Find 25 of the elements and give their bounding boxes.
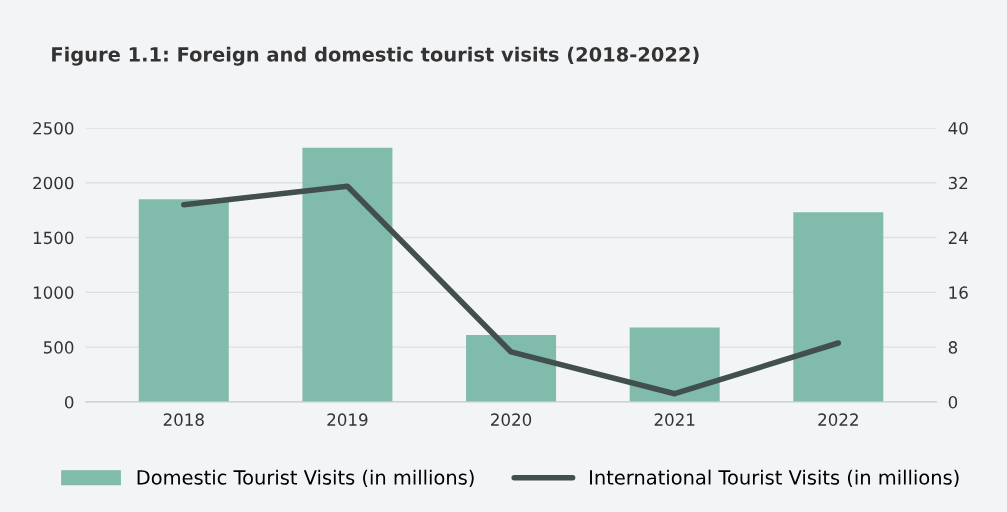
x-tick-label: 2021 — [654, 413, 695, 426]
y-tick-label: 1000 — [33, 286, 74, 299]
y2-tick-label: 8 — [948, 341, 958, 354]
legend-label: International Tourist Visits (in millions) — [590, 469, 959, 488]
bar — [138, 199, 229, 402]
y-tick-label: 2000 — [33, 176, 74, 190]
y-tick-label: 500 — [43, 341, 74, 354]
x-tick-label: 2022 — [818, 413, 858, 426]
bar — [302, 147, 393, 402]
y-tick-label: 0 — [64, 395, 74, 409]
bar — [629, 327, 720, 402]
y2-tick-label: 40 — [948, 121, 968, 135]
y2-tick-label: 0 — [948, 395, 958, 409]
x-tick-label: 2018 — [163, 413, 204, 426]
y2-tick-label: 32 — [948, 176, 968, 190]
y-tick-label: 2500 — [33, 121, 74, 135]
bar — [466, 335, 557, 402]
chart-title: Figure 1.1: Foreign and domestic tourist visits (2018-2022) — [52, 46, 699, 66]
y2-tick-label: 24 — [948, 231, 968, 244]
y2-tick-label: 16 — [949, 286, 968, 299]
bar — [793, 212, 884, 402]
x-tick-label: 2019 — [327, 413, 368, 426]
x-tick-label: 2020 — [491, 413, 532, 426]
y-tick-label: 1500 — [33, 231, 74, 245]
legend-label: Domestic Tourist Visits (in millions) — [137, 469, 474, 488]
